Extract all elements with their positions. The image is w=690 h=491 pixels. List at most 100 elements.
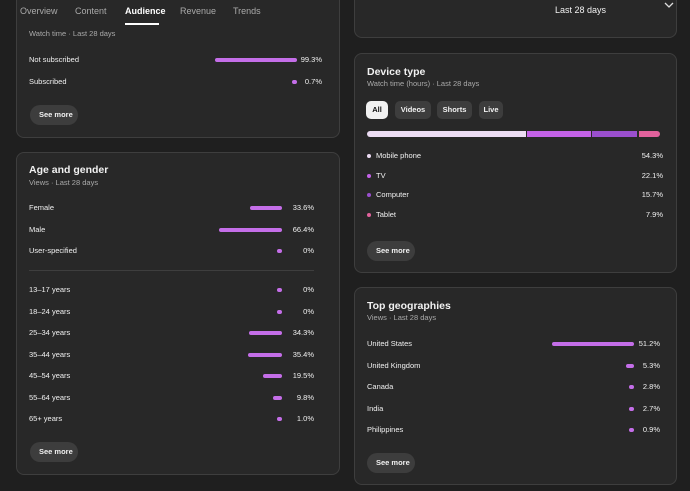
tab[interactable]: Revenue [180, 6, 217, 16]
see-more-label: See more [376, 246, 410, 255]
row-value: 19.5% [292, 371, 314, 380]
stack-segment [367, 131, 526, 137]
card-subtitle: Watch time (hours) · Last 28 days [367, 79, 480, 88]
legend-value: 22.1% [641, 170, 663, 180]
filter-label: Shorts [442, 105, 467, 114]
bar [249, 331, 282, 335]
row-label: Philippines [367, 425, 404, 434]
tab[interactable]: Content [75, 6, 107, 16]
see-more-button[interactable] [30, 442, 78, 462]
bar [272, 395, 282, 400]
row-label: Subscribed [29, 77, 67, 86]
filter-label: All [372, 105, 382, 114]
tab[interactable]: Trends [233, 6, 261, 16]
legend-label: Mobile phone [376, 151, 422, 160]
row-label: Canada [367, 382, 394, 391]
row-value: 33.6% [292, 203, 314, 212]
bar [277, 309, 282, 314]
row-label: United States [367, 339, 413, 348]
row-value: 0.7% [304, 77, 322, 86]
legend-dot [367, 193, 371, 197]
row-label: 18–24 years [29, 306, 71, 316]
row-label: 65+ years [29, 414, 63, 423]
bar [214, 58, 297, 62]
legend-value: 7.9% [645, 209, 663, 219]
row-label: 25–34 years [29, 328, 71, 337]
date-range: Last 28 days [555, 5, 607, 15]
row-value: 99.3% [300, 55, 322, 64]
see-more-button[interactable] [367, 453, 415, 473]
row-value: 1.0% [296, 414, 314, 423]
row-label: Not subscribed [29, 55, 80, 64]
filter-label: Videos [400, 105, 426, 114]
legend-dot [367, 154, 371, 158]
row-value: 34.3% [292, 328, 314, 337]
row-value: 0% [303, 306, 314, 316]
legend-label: TV [376, 170, 386, 180]
row-label: 55–64 years [29, 392, 71, 402]
row-value: 0% [303, 285, 314, 294]
row-label: India [367, 403, 384, 413]
chevron[interactable] [662, 0, 676, 12]
bar [277, 288, 282, 292]
bar [263, 374, 282, 378]
device-card [354, 53, 677, 273]
stack-segment [527, 131, 591, 137]
stack-segment [592, 131, 638, 137]
card-subtitle: Watch time · Last 28 days [29, 29, 116, 38]
row-label: Male [29, 224, 46, 234]
row-value: 35.4% [292, 349, 314, 359]
bar [292, 80, 297, 84]
bar [625, 363, 634, 368]
row-value: 5.3% [642, 360, 660, 370]
row-value: 51.2% [638, 339, 660, 348]
see-more-button[interactable] [367, 241, 415, 261]
row-value: 0% [303, 246, 314, 255]
geo-card [354, 287, 677, 485]
legend-value: 54.3% [641, 151, 663, 160]
filter-chip[interactable] [479, 101, 503, 119]
row-label: User-specified [29, 246, 77, 255]
bar [250, 206, 282, 210]
legend-label: Computer [376, 190, 409, 199]
top-card [354, 0, 677, 38]
row-value: 66.4% [292, 224, 314, 234]
row-label: 35–44 years [29, 349, 71, 359]
bar [552, 342, 634, 346]
legend-value: 15.7% [641, 190, 663, 199]
row-value: 2.7% [642, 403, 660, 413]
card-title: Top geographies [367, 300, 451, 312]
see-more-button[interactable] [30, 105, 78, 125]
bar [218, 227, 282, 232]
card-subtitle: Views · Last 28 days [29, 178, 99, 187]
bar [629, 428, 634, 432]
card-title: Age and gender [29, 164, 109, 176]
tab[interactable]: Audience [125, 6, 166, 16]
row-value: 9.8% [296, 392, 314, 402]
see-more-label: See more [39, 447, 73, 456]
legend-dot [367, 173, 371, 178]
card-subtitle: Views · Last 28 days [367, 313, 437, 322]
row-label: Female [29, 203, 55, 212]
tab-underline [125, 23, 159, 25]
see-more-label: See more [39, 110, 73, 119]
legend-dot [367, 212, 371, 217]
card-title: Device type [367, 66, 426, 78]
filter-label: Live [483, 105, 499, 114]
filter-chip[interactable] [437, 101, 472, 119]
tab[interactable]: Overview [20, 6, 58, 16]
stack-segment [638, 131, 661, 137]
bar [248, 352, 282, 357]
age-gender-card [16, 152, 340, 475]
row-value: 2.8% [642, 382, 660, 391]
bar [277, 417, 282, 421]
bar [629, 385, 634, 389]
row-label: 45–54 years [29, 371, 71, 380]
divider [29, 270, 314, 271]
row-label: United Kingdom [367, 360, 421, 370]
filter-chip[interactable] [395, 101, 431, 119]
filter-chip[interactable] [366, 101, 388, 119]
legend-label: Tablet [376, 209, 397, 219]
see-more-label: See more [376, 458, 410, 467]
